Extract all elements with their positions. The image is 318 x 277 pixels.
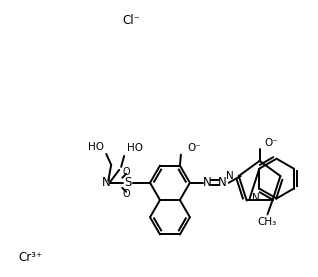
Text: HO: HO — [88, 142, 104, 152]
Text: CH₃: CH₃ — [258, 217, 277, 227]
Text: S: S — [124, 176, 132, 189]
Text: Cr³⁺: Cr³⁺ — [19, 251, 43, 264]
Text: O: O — [122, 189, 130, 199]
Text: N: N — [218, 176, 227, 189]
Text: O⁻: O⁻ — [265, 138, 278, 148]
Text: O: O — [122, 167, 130, 177]
Text: Cl⁻: Cl⁻ — [122, 14, 140, 27]
Text: N: N — [252, 194, 259, 204]
Text: N: N — [203, 176, 211, 189]
Text: N: N — [226, 171, 234, 181]
Text: N: N — [102, 176, 111, 189]
Text: HO: HO — [127, 143, 143, 153]
Text: O⁻: O⁻ — [188, 143, 202, 153]
